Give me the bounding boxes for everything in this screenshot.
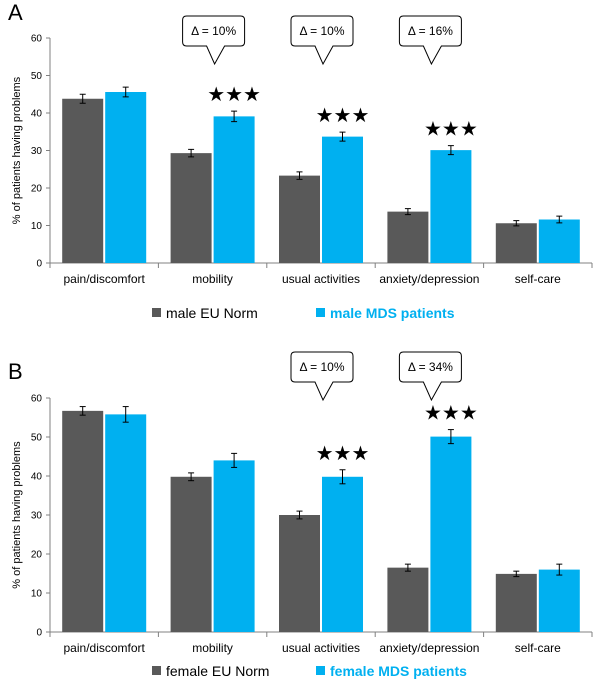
- mds-bar: [213, 460, 255, 632]
- norm-bar: [62, 410, 104, 632]
- norm-bar: [170, 153, 212, 263]
- mds-bar: [322, 476, 363, 632]
- delta-callout: [290, 351, 354, 402]
- y-tick-label: 50: [31, 71, 43, 82]
- norm-bar: [495, 573, 537, 632]
- legend-mds-swatch: [316, 308, 325, 317]
- y-tick-label: 20: [31, 550, 43, 561]
- category-label: mobility: [192, 272, 233, 286]
- mds-bar: [538, 219, 580, 263]
- category-label: usual activities: [282, 641, 360, 655]
- legend-norm-label: male EU Norm: [166, 305, 258, 321]
- delta-callout: [182, 15, 246, 66]
- y-tick-label: 0: [36, 628, 42, 639]
- legend-mds-swatch: [316, 666, 325, 675]
- y-tick-label: 40: [31, 472, 43, 483]
- y-tick-label: 30: [31, 146, 43, 157]
- norm-bar: [62, 98, 104, 263]
- y-tick-label: 60: [31, 394, 43, 405]
- norm-bar: [387, 567, 429, 632]
- mds-bar: [322, 136, 363, 263]
- y-axis-label: % of patients having problems: [11, 76, 23, 224]
- y-tick-label: 20: [31, 184, 43, 195]
- panel-a: A 0 10 20 30 40 50 60 % of patients having probl…: [8, 0, 593, 321]
- panel-b: B 0 10 20 30 40 50 60 % of patients having probl…: [8, 351, 593, 679]
- panel-letter: B: [8, 359, 23, 384]
- y-tick-label: 40: [31, 109, 43, 120]
- norm-bar: [279, 515, 320, 632]
- delta-label: Δ = 10%: [299, 24, 344, 38]
- delta-label: Δ = 34%: [408, 360, 453, 374]
- y-axis-label: % of patients having problems: [11, 441, 23, 589]
- legend-norm-label: female EU Norm: [166, 663, 269, 679]
- significance-stars: ★★★: [424, 119, 478, 141]
- y-tick-label: 30: [31, 511, 43, 522]
- category-label: self-care: [515, 641, 561, 655]
- legend-norm-swatch: [152, 666, 161, 675]
- y-tick-label: 50: [31, 433, 43, 444]
- mds-bar: [538, 569, 580, 632]
- delta-label: Δ = 10%: [191, 24, 236, 38]
- mds-bar: [430, 150, 472, 263]
- category-label: self-care: [515, 272, 561, 286]
- significance-stars: ★★★: [424, 403, 478, 425]
- delta-callout: [398, 351, 462, 402]
- norm-bar: [495, 223, 537, 263]
- category-label: pain/discomfort: [64, 641, 146, 655]
- category-label: usual activities: [282, 272, 360, 286]
- norm-bar: [387, 211, 429, 263]
- legend-mds-label: female MDS patients: [330, 663, 467, 679]
- category-label: anxiety/depression: [379, 641, 479, 655]
- y-tick-label: 0: [36, 259, 42, 270]
- legend-norm-swatch: [152, 308, 161, 317]
- delta-callout: [290, 15, 354, 66]
- significance-stars: ★★★: [316, 443, 370, 465]
- legend-mds-label: male MDS patients: [330, 305, 455, 321]
- significance-stars: ★★★: [316, 105, 370, 127]
- delta-callout: [398, 15, 462, 66]
- mds-bar: [430, 436, 472, 632]
- norm-bar: [170, 476, 212, 632]
- category-label: pain/discomfort: [64, 272, 146, 286]
- delta-label: Δ = 16%: [408, 24, 453, 38]
- delta-label: Δ = 10%: [299, 360, 344, 374]
- norm-bar: [279, 175, 320, 263]
- category-label: anxiety/depression: [379, 272, 479, 286]
- category-label: mobility: [192, 641, 233, 655]
- y-tick-label: 10: [31, 221, 43, 232]
- significance-stars: ★★★: [207, 84, 261, 106]
- y-tick-label: 60: [31, 34, 43, 45]
- y-tick-label: 10: [31, 589, 43, 600]
- panel-letter: A: [8, 0, 23, 25]
- mds-bar: [105, 92, 147, 263]
- mds-bar: [105, 414, 147, 632]
- mds-bar: [213, 116, 255, 263]
